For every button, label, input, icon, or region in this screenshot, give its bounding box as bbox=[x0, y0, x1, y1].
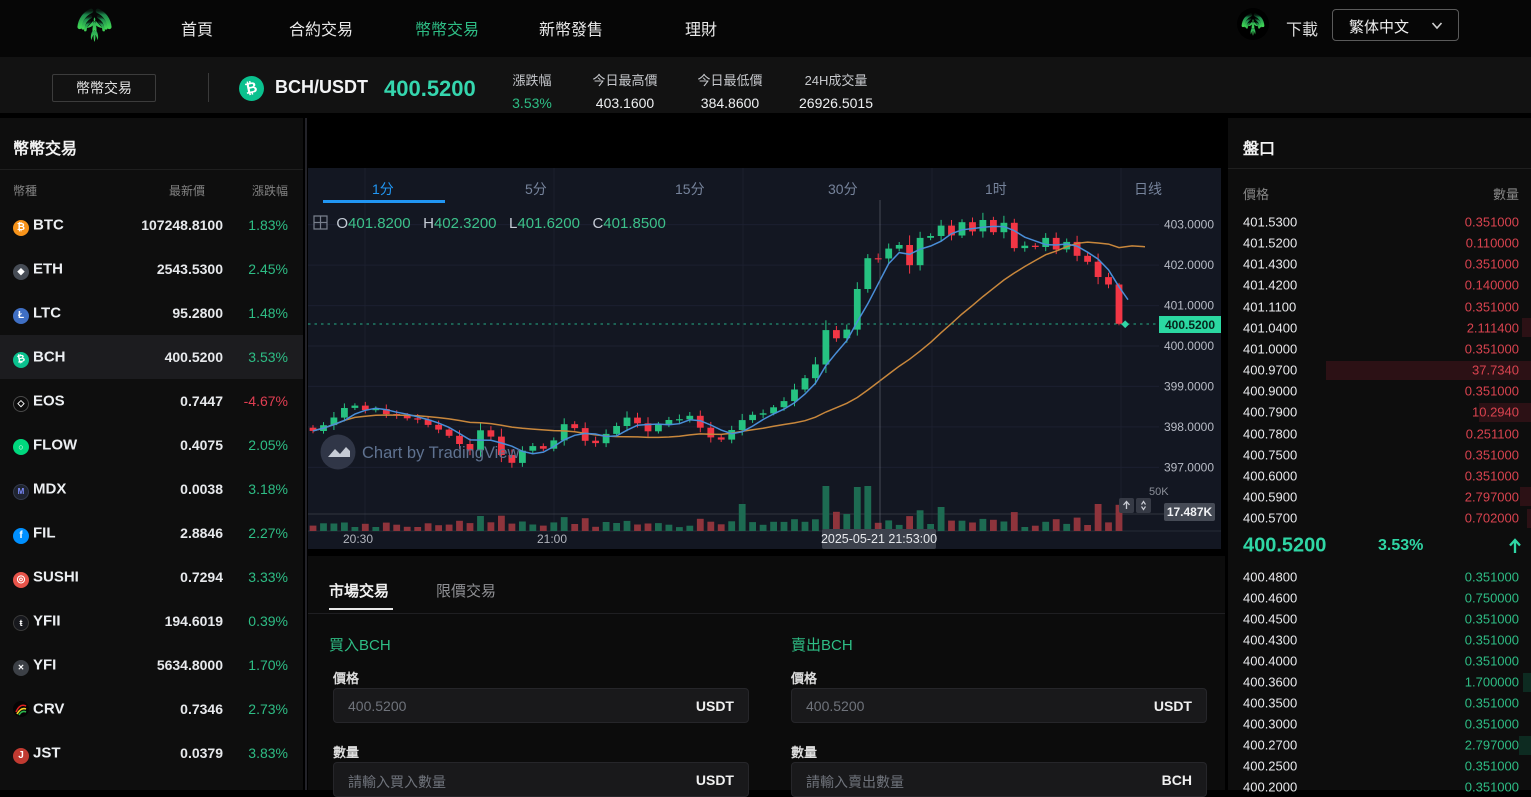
svg-text:399.0000: 399.0000 bbox=[1164, 379, 1214, 393]
svg-text:403.0000: 403.0000 bbox=[1164, 218, 1214, 232]
svg-text:397.0000: 397.0000 bbox=[1164, 460, 1214, 474]
svg-text:2025-05-21 21:53:00: 2025-05-21 21:53:00 bbox=[821, 532, 937, 546]
svg-text:401.0000: 401.0000 bbox=[1164, 299, 1214, 313]
svg-text:50K: 50K bbox=[1149, 486, 1169, 498]
svg-text:20:30: 20:30 bbox=[343, 532, 373, 546]
svg-text:402.0000: 402.0000 bbox=[1164, 258, 1214, 272]
svg-text:398.0000: 398.0000 bbox=[1164, 420, 1214, 434]
svg-text:21:00: 21:00 bbox=[537, 532, 567, 546]
svg-text:400.5200: 400.5200 bbox=[1165, 318, 1215, 332]
svg-text:Chart by TradingView: Chart by TradingView bbox=[362, 444, 520, 462]
svg-text:17.487K: 17.487K bbox=[1167, 505, 1213, 519]
svg-text:400.0000: 400.0000 bbox=[1164, 339, 1214, 353]
